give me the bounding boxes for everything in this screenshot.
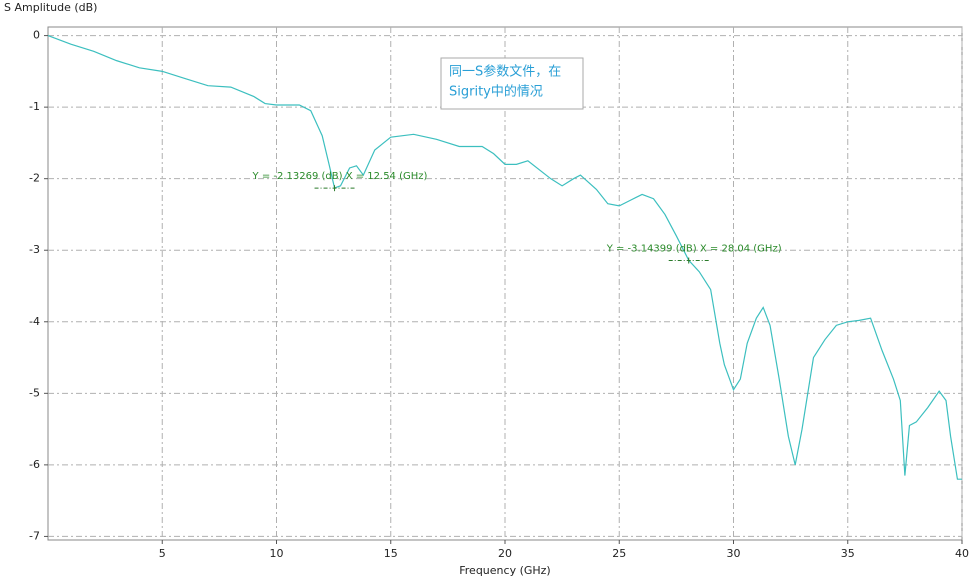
y-tick-label: 0 <box>33 29 40 42</box>
x-tick-label: 15 <box>384 547 398 560</box>
y-tick-label: -5 <box>29 386 40 399</box>
note-box <box>440 57 584 110</box>
x-axis-title: Frequency (GHz) <box>459 564 550 577</box>
x-tick-label: 10 <box>270 547 284 560</box>
x-tick-label: 30 <box>727 547 741 560</box>
marker-label: Y = -3.14399 (dB) X = 28.04 (GHz) <box>606 244 782 255</box>
x-tick-label: 35 <box>841 547 855 560</box>
y-tick-label: -4 <box>29 315 40 328</box>
x-tick-label: 5 <box>159 547 166 560</box>
data-line <box>47 35 962 480</box>
marker-label: Y = -2.13269 (dB) X = 12.54 (GHz) <box>252 171 428 182</box>
note-text: 同一S参数文件，在 <box>449 64 561 80</box>
y-tick-label: -1 <box>29 100 40 113</box>
y-tick-label: -7 <box>29 529 40 542</box>
y-axis-title: S Amplitude (dB) <box>4 1 97 14</box>
x-tick-label: 25 <box>612 547 626 560</box>
x-tick-label: 20 <box>498 547 512 560</box>
x-tick-label: 40 <box>955 547 969 560</box>
note-text: Sigrity中的情况 <box>449 84 543 100</box>
y-tick-label: -6 <box>29 458 40 471</box>
y-tick-label: -2 <box>29 172 40 185</box>
y-tick-label: -3 <box>29 243 40 256</box>
